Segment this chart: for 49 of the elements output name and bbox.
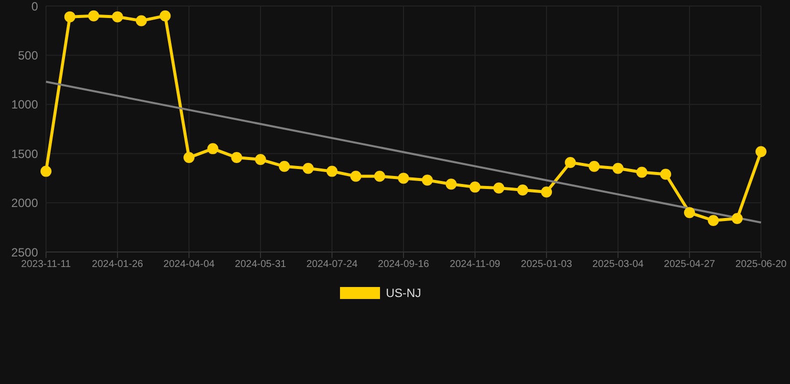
point	[517, 184, 528, 196]
x-tick-label: 2024-09-16	[378, 259, 430, 270]
y-tick-label: 2500	[11, 245, 38, 260]
point	[612, 162, 624, 174]
y-tick-label: 1000	[11, 98, 38, 112]
y-tick-label: 2000	[11, 196, 38, 210]
point	[398, 172, 409, 184]
point	[493, 182, 504, 194]
point	[564, 156, 576, 168]
point	[64, 11, 76, 22]
x-tick-label: 2025-06-20	[735, 259, 788, 270]
point	[636, 166, 648, 178]
y-tick-label: 500	[18, 48, 38, 62]
x-tick-label: 2024-07-24	[306, 259, 358, 270]
point	[684, 207, 695, 218]
point	[422, 174, 433, 186]
point	[470, 182, 480, 193]
point	[231, 152, 242, 164]
x-tick-label: 2023-11-11	[21, 259, 72, 270]
y-tick-label: 1500	[11, 146, 38, 161]
x-tick-label: 2024-01-26	[92, 259, 144, 270]
point	[588, 160, 600, 172]
point	[207, 143, 218, 154]
point	[374, 170, 386, 182]
point	[255, 154, 266, 166]
point	[350, 170, 362, 182]
point	[708, 215, 719, 226]
point	[446, 178, 457, 190]
point	[88, 10, 100, 22]
x-tick-label: 2024-04-04	[163, 259, 216, 270]
point	[40, 166, 52, 177]
x-tick-label: 2025-03-04	[592, 259, 644, 270]
point	[278, 160, 290, 172]
point	[541, 186, 552, 198]
y-tick-label: 0	[31, 0, 38, 14]
point	[136, 15, 147, 26]
x-tick-label: 2024-11-09	[450, 259, 501, 270]
x-tick-label: 2025-04-27	[664, 259, 716, 270]
point	[326, 166, 338, 177]
point	[112, 11, 123, 22]
point	[756, 146, 766, 158]
point	[732, 213, 743, 224]
point	[184, 152, 194, 164]
point	[302, 162, 314, 174]
x-tick-label: 2025-01-03	[520, 259, 573, 270]
point	[160, 10, 171, 22]
x-tick-label: 2024-05-31	[234, 259, 287, 270]
point	[660, 168, 672, 180]
legend-label: US-NJ	[386, 286, 422, 300]
